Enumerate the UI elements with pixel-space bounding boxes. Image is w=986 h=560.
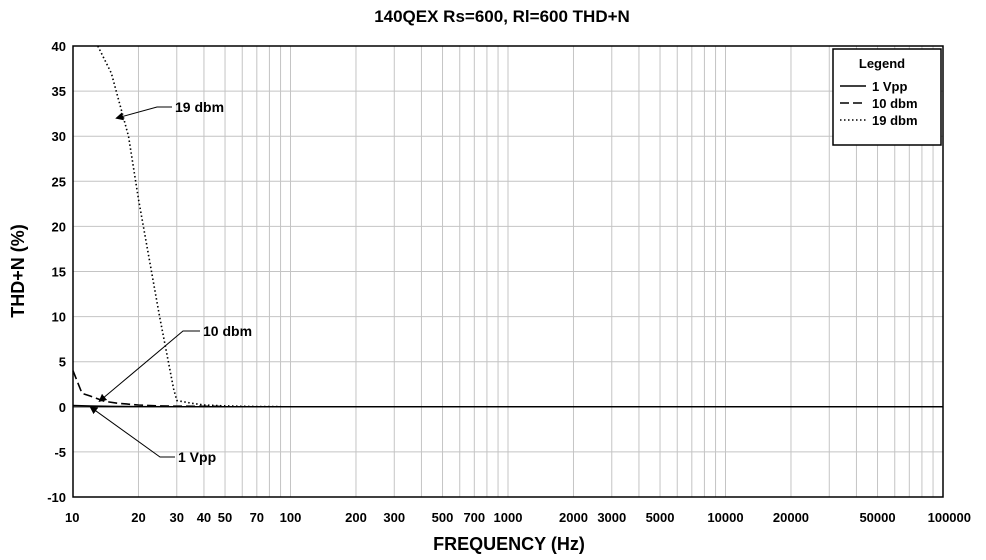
legend: Legend 1 Vpp 10 dbm 19 dbm [832,48,942,146]
annotation-label: 10 dbm [203,323,252,339]
annotation-label: 1 Vpp [178,449,216,465]
legend-entry: 19 dbm [872,113,918,128]
x-tick-label: 100 [280,510,302,525]
y-tick-label: 35 [52,84,66,99]
x-tick-label: 5000 [646,510,675,525]
x-tick-label: 300 [383,510,405,525]
y-tick-label: 5 [59,355,66,370]
x-axis-label: FREQUENCY (Hz) [433,534,585,554]
legend-items: 1 Vpp 10 dbm 19 dbm [840,79,918,128]
series-layer [72,45,943,408]
annotations: 19 dbm 10 dbm 1 Vpp [89,99,252,465]
legend-entry: 10 dbm [872,96,918,111]
x-tick-label: 20 [131,510,145,525]
annotation-label: 19 dbm [175,99,224,115]
series-line-10-dbm [72,370,226,408]
x-tick-label: 70 [250,510,264,525]
y-axis-label: THD+N (%) [8,224,28,318]
x-tick-label: 10000 [707,510,743,525]
legend-title: Legend [859,56,905,71]
x-tick-label: 700 [463,510,485,525]
series-line-19-dbm [97,45,281,408]
x-tick-label: 50 [218,510,232,525]
y-tick-label: 30 [52,129,66,144]
x-tick-label: 40 [197,510,211,525]
y-tick-label: 15 [52,265,66,280]
y-tick-label: 20 [52,219,66,234]
legend-entry: 1 Vpp [872,79,907,94]
y-tick-label: 10 [52,310,66,325]
x-tick-label: 3000 [597,510,626,525]
x-tick-labels: 10 20 30 40 50 70 100 200 300 500 700 1000 2000 3000 5… [65,510,971,525]
x-tick-label: 30 [170,510,184,525]
plot-frame [72,45,944,498]
annotation-arrow [98,330,200,403]
x-tick-label: 10 [65,510,79,525]
y-tick-label: 40 [52,39,66,54]
y-tick-label: -5 [54,445,66,460]
legend-box [832,48,942,146]
x-tick-label: 100000 [928,510,971,525]
annotation-arrow [89,406,175,458]
x-tick-label: 50000 [859,510,895,525]
y-tick-labels: -10 -5 0 5 10 15 20 25 30 35 40 [47,39,66,505]
x-tick-label: 2000 [559,510,588,525]
y-tick-label: 0 [59,400,66,415]
x-tick-label: 1000 [494,510,523,525]
chart-title: 140QEX Rs=600, Rl=600 THD+N [374,7,630,26]
grid [73,46,943,497]
x-tick-label: 20000 [773,510,809,525]
x-tick-label: 200 [345,510,367,525]
y-tick-label: -10 [47,490,66,505]
y-tick-label: 25 [52,174,66,189]
x-tick-label: 500 [432,510,454,525]
annotation-arrow [115,106,172,121]
